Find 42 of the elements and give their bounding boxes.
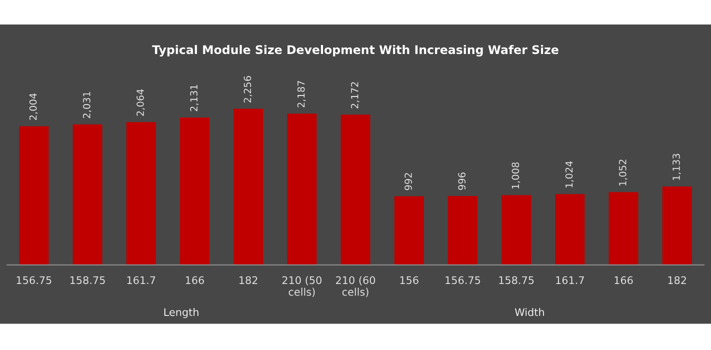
x-tick-label: 161.7 bbox=[556, 276, 584, 284]
bar bbox=[502, 195, 532, 265]
bar bbox=[662, 186, 692, 265]
data-label: 2,064 bbox=[136, 89, 145, 116]
data-label: 2,187 bbox=[297, 81, 306, 108]
x-tick-label: 156 bbox=[400, 276, 418, 284]
text: Width bbox=[514, 308, 544, 316]
bar bbox=[608, 192, 638, 265]
x-tick-label: 158.75 bbox=[499, 276, 534, 284]
x-tick-label: 156.75 bbox=[446, 276, 480, 284]
bar bbox=[394, 196, 424, 265]
bar bbox=[340, 114, 370, 265]
data-label: 2,131 bbox=[190, 84, 199, 112]
data-label: 2,256 bbox=[244, 76, 252, 103]
bar bbox=[180, 117, 210, 265]
bar bbox=[287, 114, 317, 265]
x-tick-label: 210 (60 cells) bbox=[336, 276, 376, 298]
data-label: 992 bbox=[404, 173, 412, 190]
data-label: 1,024 bbox=[565, 161, 574, 188]
data-label: 2,031 bbox=[82, 92, 92, 118]
x-tick-label: 210 (50 cells) bbox=[282, 276, 322, 298]
x-tick-label: 156.75 bbox=[16, 276, 52, 284]
bar bbox=[19, 126, 49, 265]
bar bbox=[555, 194, 585, 265]
data-label: 1,052 bbox=[618, 160, 628, 186]
text: Length bbox=[164, 308, 198, 318]
x-tick-label: 166 bbox=[614, 276, 633, 284]
data-label: 996 bbox=[458, 172, 466, 190]
x-tick-label: 161.7 bbox=[127, 276, 156, 284]
bar bbox=[234, 108, 264, 265]
x-tick-label: 182 bbox=[668, 276, 686, 284]
data-label: 2,004 bbox=[29, 93, 38, 120]
bar bbox=[126, 122, 156, 265]
x-tick-label: 158.75 bbox=[70, 276, 105, 284]
x-tick-label: 166 bbox=[186, 276, 204, 284]
x-tick-label: 182 bbox=[240, 276, 258, 284]
bar bbox=[72, 124, 102, 265]
data-label: 1,008 bbox=[512, 162, 520, 189]
data-label: 2,172 bbox=[350, 82, 360, 108]
chart-title: Typical Module Size Development With Increasing Wafer Size bbox=[152, 44, 558, 57]
bar bbox=[448, 196, 478, 265]
data-label: 1,133 bbox=[672, 154, 681, 180]
